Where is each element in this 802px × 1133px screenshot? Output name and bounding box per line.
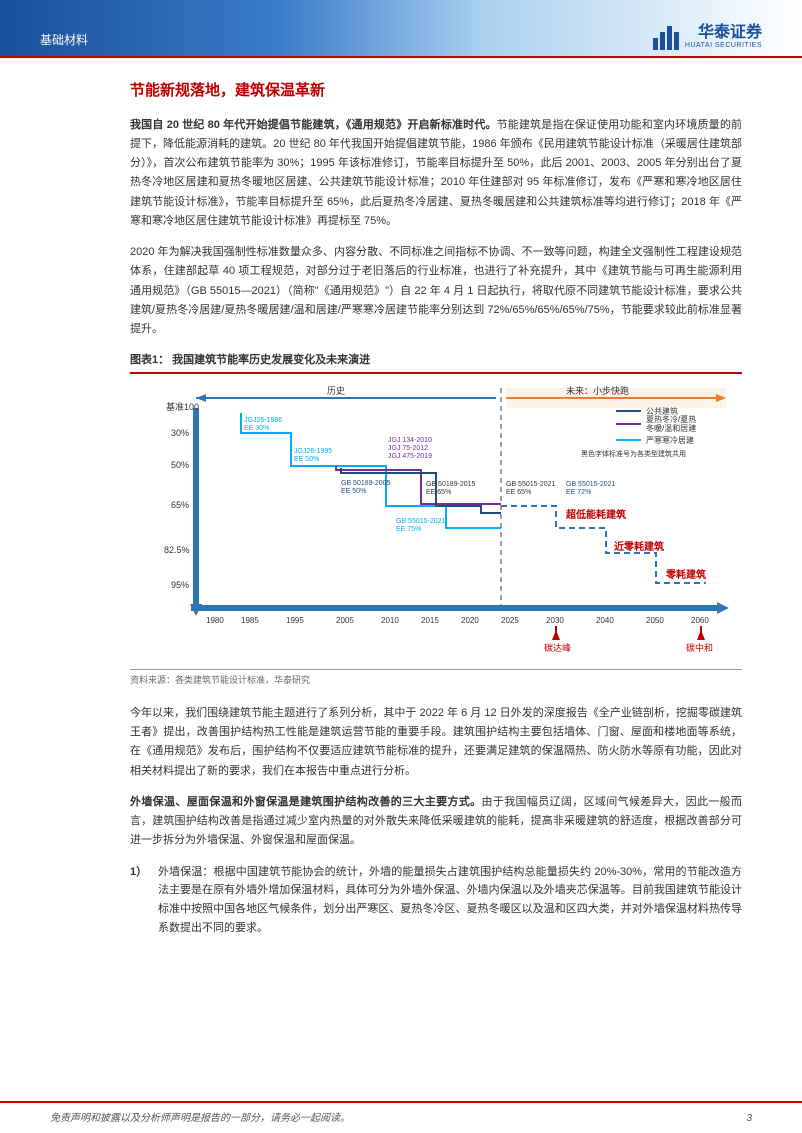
- footer-page: 3: [746, 1110, 752, 1127]
- page-header: 基础材料 华泰证券 HUATAI SECURITIES: [0, 0, 802, 58]
- paragraph-2: 2020 年为解决我国强制性标准数量众多、内容分散、不同标准之间指标不协调、不一…: [130, 243, 742, 339]
- chart-container: 历史 未来：小步快跑 基准100 30% 50% 65% 82.5% 95% 1…: [130, 372, 742, 665]
- neutral-label: 碳中和: [686, 642, 713, 653]
- brand-en: HUATAI SECURITIES: [685, 42, 762, 50]
- node-d: JGJ 134-2010JGJ 75-2012JGJ 475-2019: [388, 437, 432, 460]
- paragraph-3: 今年以来，我们围绕建筑节能主题进行了系列分析，其中于 2022 年 6 月 12…: [130, 704, 742, 781]
- page-content: 节能新规落地，建筑保温革新 我国自 20 世纪 80 年代开始提倡节能建筑，《通…: [0, 58, 802, 937]
- legend-note: 黑色字体标准号为各类型建筑共用: [581, 449, 686, 458]
- node-a: JGJ26-1986EE 30%: [244, 417, 282, 432]
- para4-lead: 外墙保温、屋面保温和外窗保温是建筑围护结构改善的三大主要方式。: [130, 796, 482, 808]
- numbered-list: 1） 外墙保温：根据中国建筑节能协会的统计，外墙的能量损失占建筑围护结构总能量损…: [130, 863, 742, 938]
- future-ultra: 超低能耗建筑: [565, 508, 626, 521]
- xtick-3: 2005: [336, 616, 354, 625]
- xtick-5: 2015: [421, 616, 439, 625]
- list-num: 1）: [130, 863, 147, 882]
- list-item-1: 1） 外墙保温：根据中国建筑节能协会的统计，外墙的能量损失占建筑围护结构总能量损…: [130, 863, 742, 938]
- ytick-4: 95%: [171, 580, 189, 590]
- brand-text: 华泰证券 HUATAI SECURITIES: [685, 24, 762, 49]
- node-b: JGJ26-1995EE 50%: [294, 448, 332, 463]
- future-zero: 零耗建筑: [665, 568, 706, 581]
- page-footer: 免责声明和披露以及分析师声明是报告的一部分，请务必一起阅读。 3: [0, 1101, 802, 1133]
- xtick-1: 1985: [241, 616, 259, 625]
- xtick-6: 2020: [461, 616, 479, 625]
- node-g: GB 55015-2021EE 72%: [566, 481, 616, 496]
- logo-bars-icon: [653, 24, 679, 50]
- ytick-1: 50%: [171, 460, 189, 470]
- node-h: GB 55015-2021EE 75%: [396, 518, 446, 533]
- brand-cn: 华泰证券: [698, 24, 762, 42]
- xtick-8: 2030: [546, 616, 564, 625]
- ytick-3: 82.5%: [164, 545, 190, 555]
- xtick-10: 2050: [646, 616, 664, 625]
- ytick-2: 65%: [171, 500, 189, 510]
- y-label-top: 基准100: [166, 401, 199, 412]
- doc-category: 基础材料: [40, 30, 88, 50]
- brand-logo: 华泰证券 HUATAI SECURITIES: [653, 24, 762, 50]
- node-e: GB 50189-2015EE 65%: [426, 481, 476, 496]
- node-f: GB 55015-2021EE 65%: [506, 481, 556, 496]
- list1-body: 根据中国建筑节能协会的统计，外墙的能量损失占建筑围护结构总能量损失约 20%-3…: [158, 866, 742, 934]
- xtick-9: 2040: [596, 616, 614, 625]
- peak-label: 碳达峰: [544, 642, 571, 653]
- ytick-0: 30%: [171, 428, 189, 438]
- future-near: 近零耗建筑: [614, 540, 664, 553]
- history-arrow-head: [196, 394, 206, 402]
- x-axis-arrow: [717, 602, 729, 614]
- chart-svg: 历史 未来：小步快跑 基准100 30% 50% 65% 82.5% 95% 1…: [130, 378, 742, 658]
- xtick-2: 1995: [286, 616, 304, 625]
- section-title: 节能新规落地，建筑保温革新: [130, 78, 742, 104]
- footer-disclaimer: 免责声明和披露以及分析师声明是报告的一部分，请务必一起阅读。: [50, 1110, 350, 1127]
- node-c: GB 50189-2005EE 50%: [341, 480, 391, 495]
- xtick-0: 1980: [206, 616, 224, 625]
- chart-title: 图表1： 我国建筑节能率历史发展变化及未来演进: [130, 351, 742, 370]
- chart-source: 资料来源：各类建筑节能设计标准，华泰研究: [130, 669, 742, 688]
- xtick-11: 2060: [691, 616, 709, 625]
- top-history-label: 历史: [327, 385, 345, 396]
- top-future-label: 未来：小步快跑: [566, 385, 629, 396]
- para1-lead: 我国自 20 世纪 80 年代开始提倡节能建筑，《通用规范》开启新标准时代。: [130, 119, 497, 131]
- xtick-4: 2010: [381, 616, 399, 625]
- xtick-7: 2025: [501, 616, 519, 625]
- para1-body: 节能建筑是指在保证使用功能和室内环境质量的前提下，降低能源消耗的建筑。20 世纪…: [130, 119, 742, 227]
- legend-2: 夏热冬冷/夏热冬暖/温和居建: [646, 414, 696, 433]
- paragraph-1: 我国自 20 世纪 80 年代开始提倡节能建筑，《通用规范》开启新标准时代。节能…: [130, 116, 742, 232]
- paragraph-4: 外墙保温、屋面保温和外窗保温是建筑围护结构改善的三大主要方式。由于我国幅员辽阔，…: [130, 793, 742, 851]
- list1-lead: 外墙保温：: [158, 866, 214, 878]
- legend-3: 严寒寒冷居建: [646, 435, 694, 445]
